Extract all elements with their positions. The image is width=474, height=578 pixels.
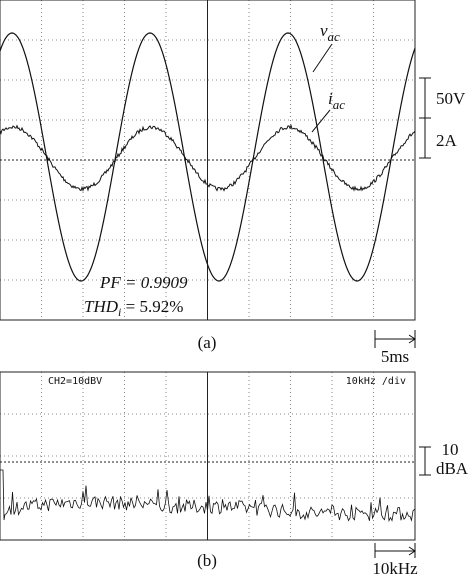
voltage-scale: 50V <box>436 89 466 108</box>
frame <box>0 371 416 541</box>
voltage-label: vac <box>320 21 340 44</box>
voltage-wave <box>0 32 416 282</box>
freq-scale: 10kHz <box>372 559 418 578</box>
amp-bar <box>419 446 431 476</box>
current-wave <box>0 123 416 192</box>
amp-value: 10 <box>442 440 459 459</box>
caption-b: (b) <box>197 551 217 570</box>
current-label: iac <box>328 89 345 112</box>
channel: CH2=10dBV <box>48 376 102 387</box>
caption-a: (a) <box>198 333 217 352</box>
freq-marker <box>374 543 416 558</box>
panel-a <box>0 0 416 321</box>
pointer <box>311 109 331 133</box>
time-scale: 5ms <box>381 347 409 366</box>
freq-div: 10kHz /div <box>346 376 406 387</box>
scale-bars <box>419 77 431 159</box>
spectrum <box>0 469 415 523</box>
time-marker <box>374 330 416 348</box>
amp-unit: dBA <box>436 459 469 478</box>
power-factor: PF = 0.9909 <box>99 273 188 292</box>
pointer <box>312 43 333 73</box>
frame <box>0 0 416 321</box>
panel-b <box>0 371 416 541</box>
current-scale: 2A <box>436 131 458 150</box>
thd: THDi = 5.92% <box>84 297 183 319</box>
